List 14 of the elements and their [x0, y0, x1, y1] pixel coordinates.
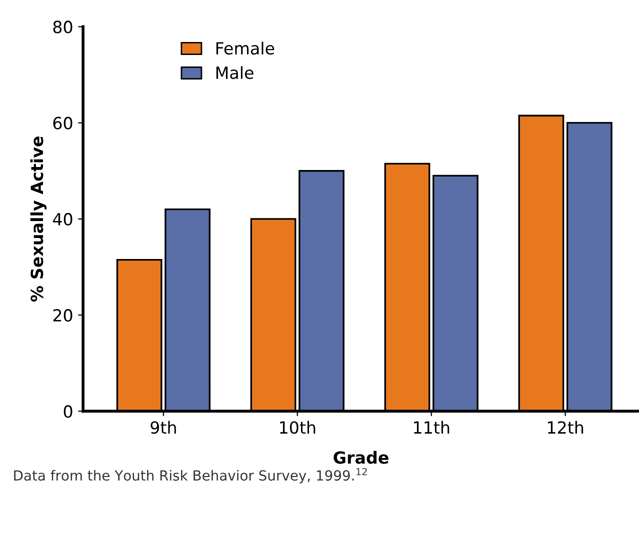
- x-tick-label: 9th: [150, 420, 176, 434]
- y-tick-label: 20: [53, 309, 72, 322]
- legend-label: Female: [216, 42, 274, 55]
- x-tick-label: 12th: [548, 420, 584, 434]
- legend-label: Male: [216, 66, 254, 80]
- y-tick-label: 80: [53, 20, 72, 34]
- y-tick-label: 0: [64, 405, 72, 418]
- y-tick-label: 60: [53, 116, 72, 130]
- y-tick-label: 40: [52, 212, 72, 226]
- x-tick-label: 10th: [280, 420, 316, 434]
- text: Data from the Youth Risk Behavior Survey, 1999.$^{12}$: [14, 468, 367, 484]
- x-axis-title: Grade: [334, 450, 388, 464]
- x-tick-label: 11th: [414, 420, 450, 434]
- y-axis-title: % Sexually Active: [30, 136, 47, 302]
